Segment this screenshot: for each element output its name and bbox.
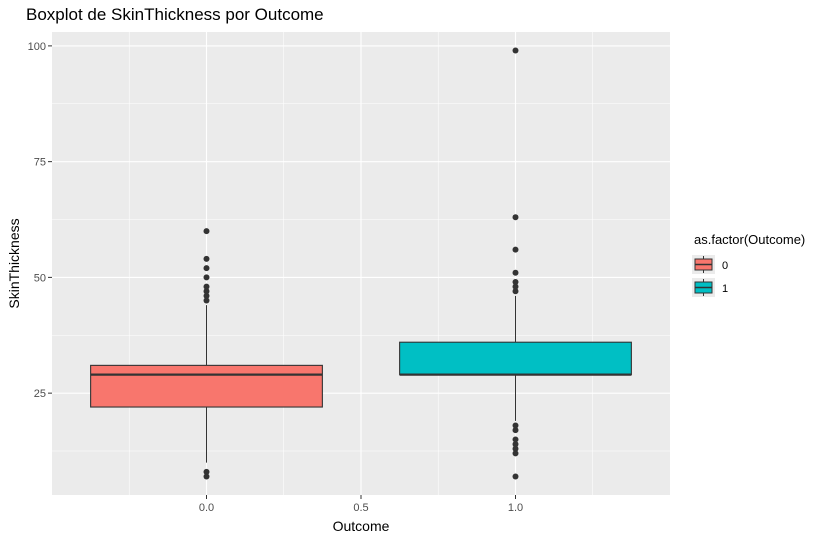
outlier-point <box>203 274 210 281</box>
outlier-point <box>512 441 519 448</box>
outlier-point <box>203 265 210 272</box>
outlier-point <box>203 283 210 290</box>
box-0 <box>90 364 323 408</box>
outlier-point <box>203 292 210 299</box>
outlier-point <box>512 422 519 429</box>
legend: as.factor(Outcome) 0 1 <box>692 232 805 297</box>
y-tick-label: 25 <box>34 388 46 400</box>
outlier-point <box>512 214 519 221</box>
box-1 <box>399 341 632 376</box>
box-group-1 <box>399 47 632 480</box>
y-tick-label: 50 <box>34 272 46 284</box>
outlier-point <box>512 427 519 434</box>
y-axis-title: SkinThickness <box>6 218 22 308</box>
x-axis-title: Outcome <box>333 518 390 534</box>
chart-title: Boxplot de SkinThickness por Outcome <box>26 5 324 24</box>
legend-label-1: 1 <box>722 283 728 295</box>
x-tick-label: 1.0 <box>508 502 523 514</box>
outlier-point <box>512 450 519 457</box>
outlier-point <box>203 468 210 475</box>
outlier-point <box>512 269 519 276</box>
axes: 0.0 0.5 1.0 25 50 75 100 <box>28 41 524 514</box>
outlier-point <box>512 445 519 452</box>
outlier-point <box>512 473 519 480</box>
outlier-point <box>203 255 210 262</box>
outlier-point <box>203 228 210 235</box>
outlier-point <box>203 297 210 304</box>
y-tick-label: 100 <box>28 41 46 53</box>
x-tick-label: 0.5 <box>353 502 368 514</box>
legend-key-1 <box>692 278 715 297</box>
outlier-point <box>512 279 519 286</box>
outlier-point <box>512 288 519 295</box>
legend-label-0: 0 <box>722 260 728 272</box>
x-tick-label: 0.0 <box>199 502 214 514</box>
outlier-point <box>512 436 519 443</box>
boxes <box>90 47 632 480</box>
legend-title: as.factor(Outcome) <box>694 232 805 247</box>
outlier-point <box>512 246 519 253</box>
outlier-point <box>203 473 210 480</box>
legend-key-0 <box>692 255 715 274</box>
box-group-0 <box>90 228 323 480</box>
outlier-point <box>512 47 519 54</box>
outlier-point <box>203 288 210 295</box>
y-tick-label: 75 <box>34 157 46 169</box>
outlier-point <box>512 283 519 290</box>
